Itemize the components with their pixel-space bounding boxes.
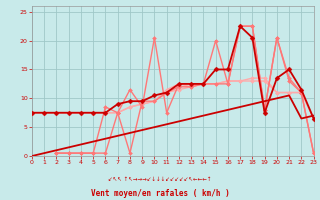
Text: ↙↖↖ ↑↖→→→↙↓↓↓↙↙↙↙↙↖←←←↑: ↙↖↖ ↑↖→→→↙↓↓↓↙↙↙↙↙↖←←←↑ [108, 177, 212, 182]
Text: Vent moyen/en rafales ( km/h ): Vent moyen/en rafales ( km/h ) [91, 189, 229, 198]
